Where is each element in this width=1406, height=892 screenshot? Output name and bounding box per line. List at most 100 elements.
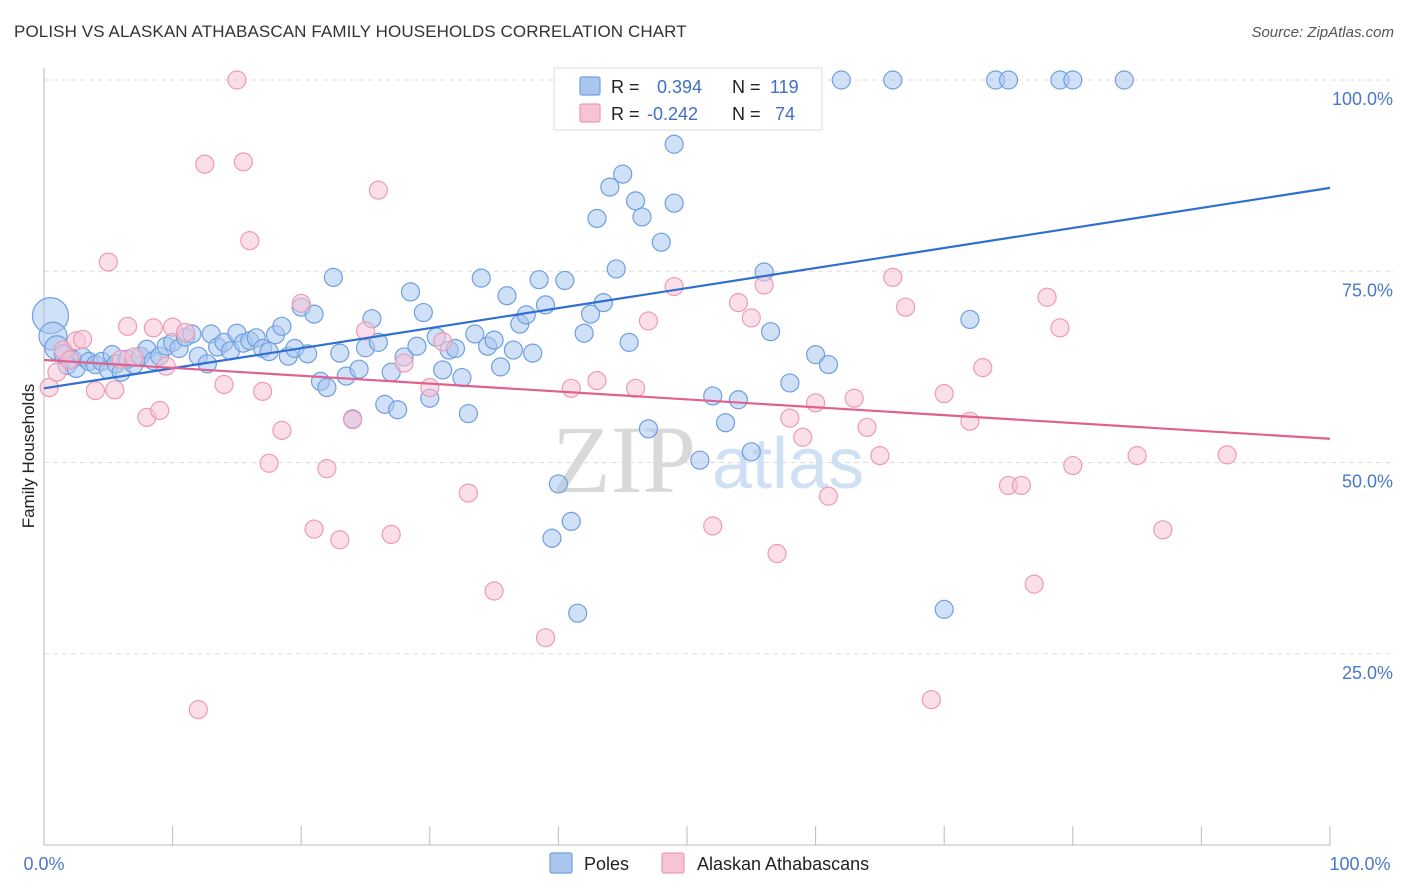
athabascan-point [1050, 318, 1070, 338]
y-tick-labels: 25.0% 50.0% 75.0% 100.0% [1332, 89, 1393, 683]
athabascan-point [330, 530, 350, 550]
athabascan-point [420, 377, 440, 398]
athabascan-point [105, 380, 125, 400]
athabascan-legend-label: Alaskan Athabascans [697, 854, 869, 874]
poles-point [317, 377, 337, 398]
athabascan-point [355, 321, 376, 341]
poles-point [580, 304, 601, 324]
athabascan-point [561, 378, 581, 398]
athabascan-n-value: 74 [775, 104, 795, 124]
athabascan-point [870, 446, 890, 466]
poles-point [323, 267, 343, 287]
poles-point [484, 330, 504, 350]
athabascan-r-value: -0.242 [647, 104, 698, 124]
poles-point [960, 309, 980, 330]
poles-point [651, 232, 671, 252]
poles-point [600, 177, 620, 197]
poles-point [330, 343, 350, 363]
athabascan-point [625, 378, 646, 398]
athabascan-point [227, 70, 247, 90]
athabascan-point [291, 293, 311, 313]
athabascan-point [381, 524, 401, 545]
athabascan-point [780, 408, 800, 428]
poles-point [400, 282, 421, 302]
poles-point [561, 511, 581, 532]
poles-point [638, 419, 659, 439]
poles-point [542, 528, 562, 548]
watermark-zip: ZIP [552, 406, 696, 513]
athabascan-point [921, 690, 941, 710]
poles-point [690, 450, 710, 470]
athabascan-point [934, 384, 954, 404]
poles-point [529, 270, 549, 290]
athabascan-n-label: N = [732, 104, 761, 124]
poles-point [664, 193, 684, 213]
y-tick-label: 100.0% [1332, 89, 1393, 109]
poles-point [818, 354, 839, 375]
poles-point [523, 343, 543, 363]
poles-legend-label: Poles [584, 854, 629, 874]
poles-points [31, 70, 1134, 623]
athabascan-point [304, 519, 324, 539]
athabascan-point [60, 350, 80, 370]
athabascan-point [272, 420, 292, 440]
poles-point [632, 207, 652, 227]
athabascan-point [844, 388, 864, 408]
athabascan-point [973, 358, 993, 378]
athabascan-trend-line [43, 358, 1331, 440]
poles-point [490, 357, 511, 377]
athabascan-point [1011, 475, 1031, 496]
poles-trend-line [43, 186, 1331, 390]
athabascan-point [857, 417, 877, 437]
chart-source: Source: ZipAtlas.com [1251, 24, 1394, 41]
athabascan-legend-swatch [661, 852, 685, 874]
athabascan-point [124, 347, 144, 367]
athabascan-point [368, 180, 388, 200]
athabascan-point [1127, 446, 1147, 466]
poles-point [606, 259, 626, 279]
y-axis-label: Family Households [19, 384, 38, 529]
poles-point [619, 332, 639, 352]
athabascan-point [98, 252, 118, 272]
poles-point [728, 390, 749, 410]
trend-lines [43, 186, 1331, 440]
poles-point [805, 345, 826, 365]
poles-r-value: 0.394 [657, 77, 702, 97]
poles-point [625, 191, 646, 211]
watermark: ZIP atlas [552, 406, 864, 513]
athabascan-point [896, 297, 916, 317]
athabascan-point [767, 543, 787, 564]
athabascan-point [638, 311, 659, 331]
athabascan-point [535, 628, 556, 648]
poles-point [503, 340, 523, 360]
athabascan-point [703, 516, 723, 536]
chart-title: POLISH VS ALASKAN ATHABASCAN FAMILY HOUS… [14, 22, 687, 41]
poles-point [613, 164, 633, 184]
athabascan-point [433, 332, 453, 352]
poles-point [458, 403, 478, 424]
athabascan-point [1217, 445, 1237, 465]
x-tick-label-min: 0.0% [23, 854, 64, 874]
poles-legend-swatch [549, 852, 573, 874]
x-tick-marks [43, 826, 1331, 845]
poles-point [664, 134, 684, 154]
athabascan-point [587, 371, 607, 391]
poles-point [587, 208, 607, 229]
poles-n-label: N = [732, 77, 761, 97]
poles-point [831, 70, 851, 90]
athabascan-point [233, 152, 253, 172]
poles-point [548, 474, 569, 494]
athabascan-point [317, 459, 337, 479]
poles-point [998, 70, 1019, 90]
athabascan-point [1037, 287, 1057, 307]
athabascan-points [39, 70, 1237, 720]
watermark-atlas: atlas [712, 424, 864, 504]
poles-point [497, 286, 517, 306]
stats-legend: R = 0.394 N = 119 R = -0.242 N = 74 [553, 67, 823, 131]
poles-point [555, 270, 575, 291]
athabascan-point [343, 410, 363, 430]
poles-point [298, 344, 318, 364]
athabascan-point [728, 293, 749, 313]
athabascan-point [754, 275, 774, 295]
poles-point [883, 70, 903, 90]
